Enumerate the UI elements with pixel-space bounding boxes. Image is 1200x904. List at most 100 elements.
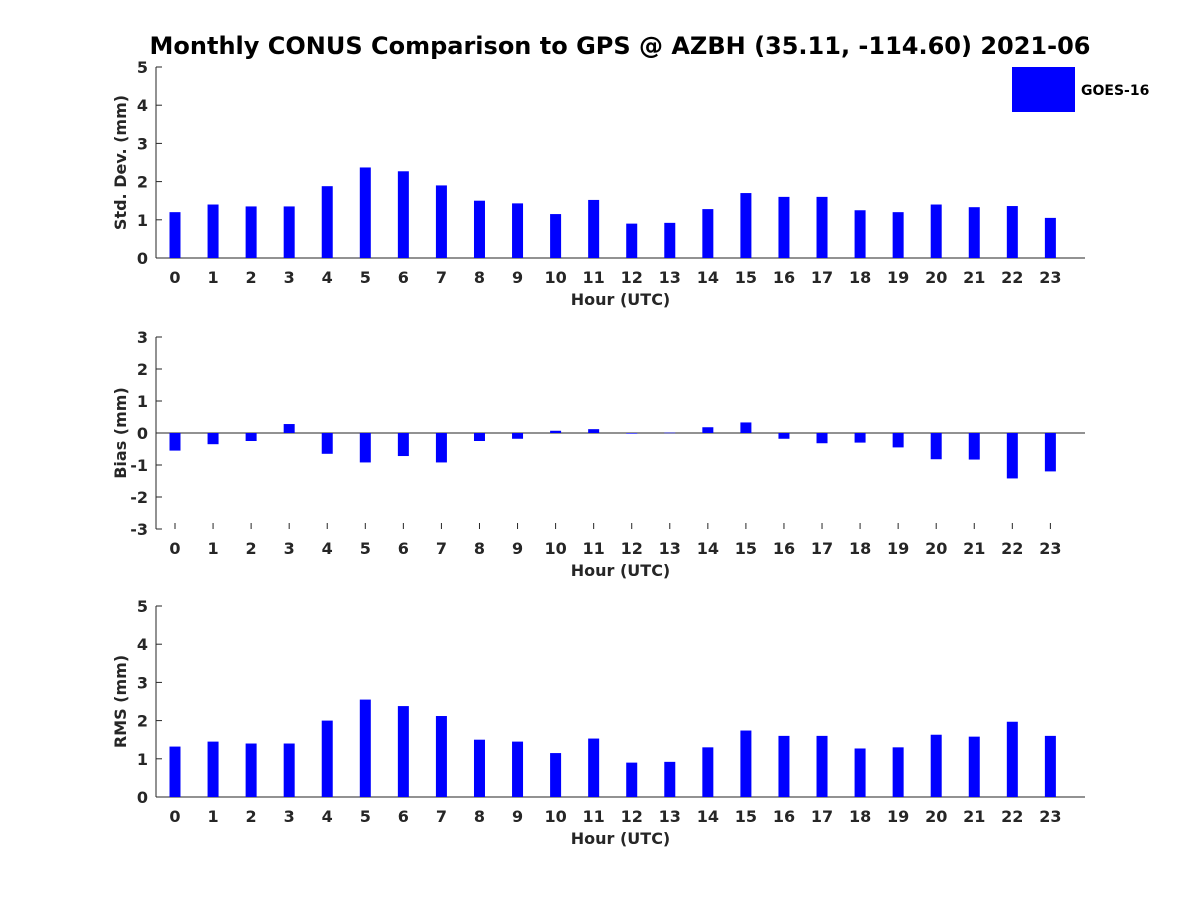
- y-tick-label: 0: [137, 788, 148, 807]
- x-tick-label: 16: [773, 539, 795, 558]
- bar-bias-4: [321, 433, 333, 454]
- bar-rms-20: [930, 734, 942, 797]
- bar-bias-6: [397, 433, 409, 457]
- x-tick-label: 2: [246, 539, 257, 558]
- x-tick-label: 23: [1039, 539, 1061, 558]
- bar-bias-12: [626, 433, 638, 434]
- bar-bias-11: [588, 429, 600, 433]
- bar-stddev-14: [702, 209, 714, 258]
- x-tick-label: 21: [963, 268, 985, 287]
- x-axis-label: Hour (UTC): [571, 561, 671, 580]
- x-axis-label: Hour (UTC): [571, 829, 671, 848]
- bar-rms-15: [740, 730, 752, 797]
- bar-stddev-16: [778, 196, 790, 258]
- y-tick-label: 0: [137, 249, 148, 268]
- x-tick-label: 13: [659, 268, 681, 287]
- y-tick-label: 1: [137, 211, 148, 230]
- bar-bias-0: [169, 433, 181, 451]
- bar-bias-14: [702, 427, 714, 433]
- bar-rms-14: [702, 747, 714, 797]
- x-tick-label: 15: [735, 268, 757, 287]
- x-tick-label: 8: [474, 268, 485, 287]
- x-tick-label: 16: [773, 268, 795, 287]
- y-tick-label: -1: [130, 456, 148, 475]
- bar-stddev-5: [359, 167, 371, 258]
- x-tick-label: 10: [544, 807, 566, 826]
- x-tick-label: 21: [963, 807, 985, 826]
- y-axis-label: Bias (mm): [111, 387, 130, 479]
- x-tick-label: 1: [207, 539, 218, 558]
- x-tick-label: 20: [925, 807, 947, 826]
- x-tick-label: 5: [360, 807, 371, 826]
- bar-bias-22: [1006, 433, 1018, 479]
- x-tick-label: 20: [925, 268, 947, 287]
- x-tick-label: 20: [925, 539, 947, 558]
- x-tick-label: 7: [436, 807, 447, 826]
- x-tick-label: 16: [773, 807, 795, 826]
- bar-stddev-10: [550, 214, 562, 258]
- y-tick-label: -3: [130, 520, 148, 539]
- x-tick-label: 6: [398, 268, 409, 287]
- bar-stddev-7: [435, 185, 447, 258]
- bar-stddev-9: [512, 203, 524, 258]
- x-tick-label: 14: [697, 539, 719, 558]
- bar-rms-16: [778, 735, 790, 797]
- bar-stddev-4: [321, 186, 333, 258]
- bar-rms-19: [892, 747, 904, 797]
- x-tick-label: 1: [207, 268, 218, 287]
- bar-stddev-2: [245, 206, 257, 258]
- x-axis-label: Hour (UTC): [571, 290, 671, 309]
- x-tick-label: 19: [887, 807, 909, 826]
- bar-bias-21: [968, 433, 980, 460]
- x-tick-label: 0: [169, 807, 180, 826]
- bar-bias-15: [740, 422, 752, 433]
- bar-rms-13: [664, 761, 676, 797]
- bar-stddev-1: [207, 204, 219, 258]
- x-tick-label: 17: [811, 539, 833, 558]
- x-tick-label: 11: [583, 807, 605, 826]
- y-tick-label: 4: [137, 635, 148, 654]
- bar-rms-21: [968, 736, 980, 797]
- bar-bias-13: [664, 432, 676, 434]
- bar-rms-12: [626, 762, 638, 797]
- x-tick-label: 11: [583, 268, 605, 287]
- bar-stddev-3: [283, 206, 295, 258]
- x-tick-label: 14: [697, 268, 719, 287]
- y-axis-label: Std. Dev. (mm): [111, 95, 130, 230]
- x-tick-label: 15: [735, 539, 757, 558]
- bar-rms-4: [321, 720, 333, 797]
- bar-rms-18: [854, 748, 866, 797]
- bar-stddev-0: [169, 212, 181, 258]
- bar-bias-5: [359, 433, 371, 463]
- y-tick-label: 2: [137, 173, 148, 192]
- x-tick-label: 5: [360, 268, 371, 287]
- x-tick-label: 2: [246, 807, 257, 826]
- y-tick-label: 1: [137, 392, 148, 411]
- bar-rms-11: [588, 738, 600, 797]
- bar-rms-5: [359, 699, 371, 797]
- x-tick-label: 21: [963, 539, 985, 558]
- x-tick-label: 19: [887, 268, 909, 287]
- x-tick-label: 18: [849, 539, 871, 558]
- bar-stddev-19: [892, 212, 904, 258]
- x-tick-label: 22: [1001, 807, 1023, 826]
- legend-swatch: [1012, 67, 1075, 112]
- bar-bias-8: [473, 433, 485, 441]
- y-tick-label: 2: [137, 360, 148, 379]
- x-tick-label: 12: [621, 807, 643, 826]
- x-tick-label: 3: [284, 268, 295, 287]
- bar-rms-23: [1044, 735, 1056, 797]
- bar-bias-7: [435, 433, 447, 463]
- x-tick-label: 9: [512, 539, 523, 558]
- bar-bias-3: [283, 424, 295, 433]
- bar-bias-17: [816, 433, 828, 444]
- x-tick-label: 13: [659, 807, 681, 826]
- bar-stddev-13: [664, 222, 676, 258]
- x-tick-label: 13: [659, 539, 681, 558]
- x-tick-label: 3: [284, 539, 295, 558]
- y-tick-label: -2: [130, 488, 148, 507]
- legend: GOES-16: [1012, 67, 1149, 112]
- x-tick-label: 5: [360, 539, 371, 558]
- x-tick-label: 7: [436, 539, 447, 558]
